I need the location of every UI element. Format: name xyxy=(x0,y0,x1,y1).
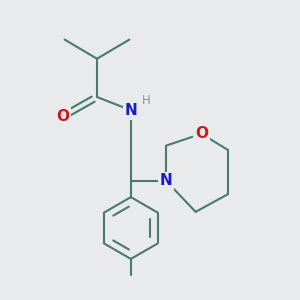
Text: H: H xyxy=(142,94,151,107)
Text: O: O xyxy=(57,109,70,124)
Text: O: O xyxy=(195,126,208,141)
Text: N: N xyxy=(124,103,137,118)
Text: N: N xyxy=(160,173,172,188)
